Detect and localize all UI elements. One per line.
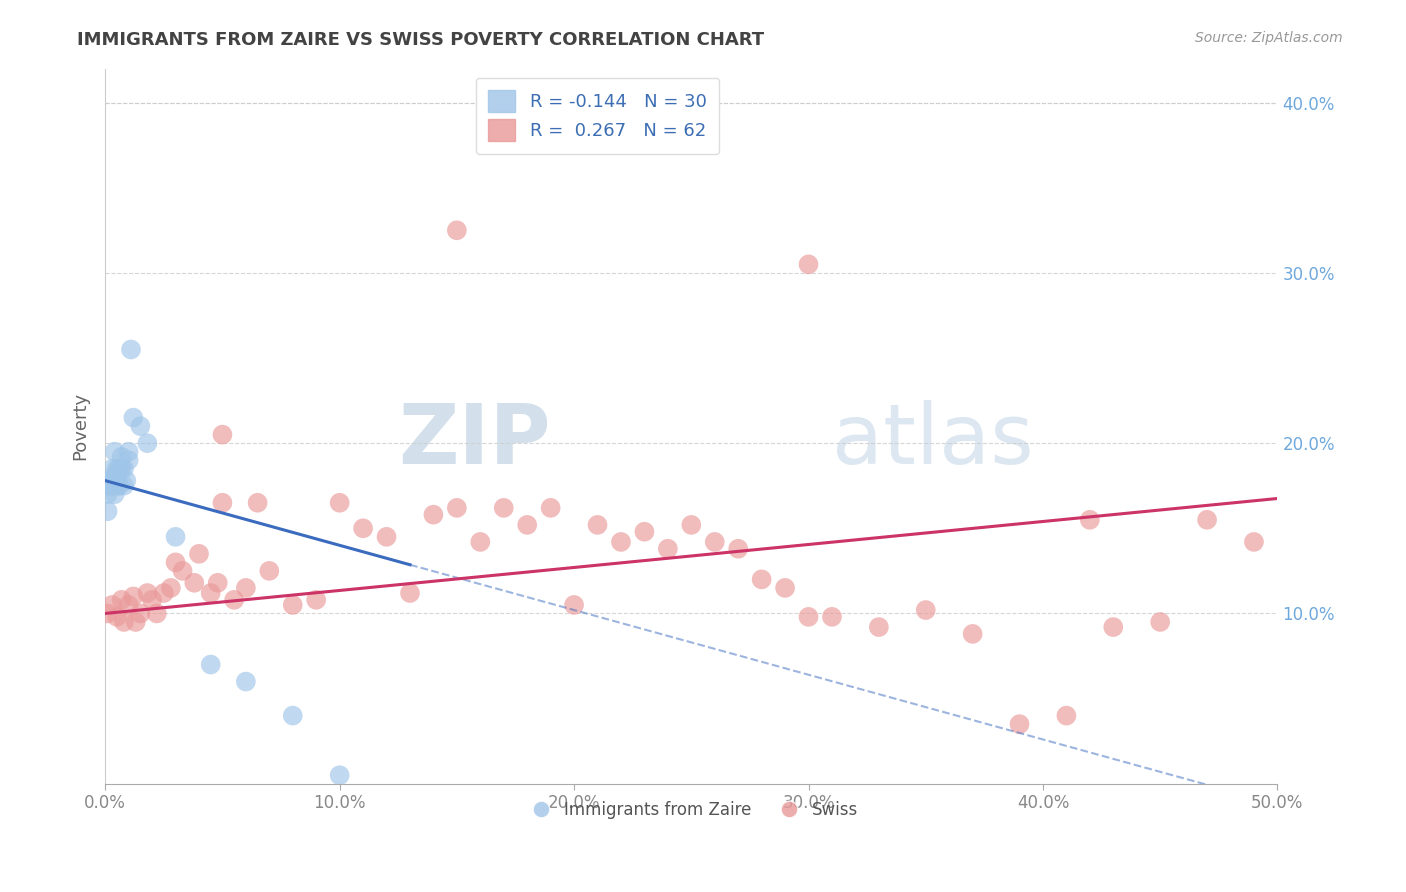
Text: ZIP: ZIP — [398, 400, 551, 481]
Point — [165, 530, 187, 544]
Point — [751, 573, 773, 587]
Point — [399, 586, 422, 600]
Point — [101, 470, 124, 484]
Point — [172, 564, 194, 578]
Point — [112, 479, 135, 493]
Point — [235, 674, 257, 689]
Point — [188, 547, 211, 561]
Point — [914, 603, 936, 617]
Point — [470, 535, 492, 549]
Point — [259, 564, 281, 578]
Point — [129, 419, 152, 434]
Point — [96, 487, 118, 501]
Point — [105, 479, 128, 493]
Point — [96, 504, 118, 518]
Point — [329, 768, 352, 782]
Point — [136, 436, 159, 450]
Point — [122, 590, 145, 604]
Point — [108, 461, 131, 475]
Point — [111, 461, 134, 475]
Point — [200, 657, 222, 672]
Point — [200, 586, 222, 600]
Point — [111, 450, 134, 464]
Point — [129, 607, 152, 621]
Point — [211, 427, 233, 442]
Point — [633, 524, 655, 539]
Point — [211, 496, 233, 510]
Point — [104, 444, 127, 458]
Point — [305, 592, 328, 607]
Point — [281, 708, 304, 723]
Point — [101, 598, 124, 612]
Point — [610, 535, 633, 549]
Point — [797, 610, 820, 624]
Point — [153, 586, 176, 600]
Point — [727, 541, 749, 556]
Point — [586, 517, 609, 532]
Point — [101, 461, 124, 475]
Point — [235, 581, 257, 595]
Point — [118, 453, 141, 467]
Point — [111, 592, 134, 607]
Point — [562, 598, 585, 612]
Point — [773, 581, 796, 595]
Point — [125, 615, 148, 629]
Point — [821, 610, 844, 624]
Point — [422, 508, 444, 522]
Point — [329, 496, 352, 510]
Point — [540, 500, 562, 515]
Point — [492, 500, 515, 515]
Point — [112, 615, 135, 629]
Point — [1243, 535, 1265, 549]
Point — [105, 461, 128, 475]
Point — [105, 610, 128, 624]
Legend: Immigrants from Zaire, Swiss: Immigrants from Zaire, Swiss — [517, 794, 865, 825]
Point — [446, 223, 468, 237]
Point — [183, 575, 205, 590]
Point — [224, 592, 246, 607]
Point — [681, 517, 703, 532]
Point — [446, 500, 468, 515]
Point — [104, 487, 127, 501]
Point — [120, 343, 142, 357]
Text: IMMIGRANTS FROM ZAIRE VS SWISS POVERTY CORRELATION CHART: IMMIGRANTS FROM ZAIRE VS SWISS POVERTY C… — [77, 31, 765, 49]
Point — [703, 535, 725, 549]
Point — [160, 581, 183, 595]
Text: Source: ZipAtlas.com: Source: ZipAtlas.com — [1195, 31, 1343, 45]
Point — [868, 620, 890, 634]
Point — [115, 474, 138, 488]
Point — [246, 496, 269, 510]
Point — [1078, 513, 1101, 527]
Point — [118, 444, 141, 458]
Point — [657, 541, 679, 556]
Point — [165, 555, 187, 569]
Point — [1149, 615, 1171, 629]
Point — [101, 479, 124, 493]
Point — [141, 592, 163, 607]
Point — [96, 607, 118, 621]
Point — [797, 257, 820, 271]
Point — [108, 479, 131, 493]
Point — [1197, 513, 1219, 527]
Point — [146, 607, 169, 621]
Point — [375, 530, 398, 544]
Point — [352, 521, 374, 535]
Point — [98, 479, 121, 493]
Point — [281, 598, 304, 612]
Text: atlas: atlas — [832, 400, 1033, 481]
Point — [1054, 708, 1077, 723]
Point — [516, 517, 538, 532]
Point — [118, 598, 141, 612]
Point — [112, 461, 135, 475]
Point — [207, 575, 229, 590]
Y-axis label: Poverty: Poverty — [72, 392, 89, 460]
Point — [105, 470, 128, 484]
Point — [122, 410, 145, 425]
Point — [962, 627, 984, 641]
Point — [136, 586, 159, 600]
Point — [1008, 717, 1031, 731]
Point — [98, 474, 121, 488]
Point — [1102, 620, 1125, 634]
